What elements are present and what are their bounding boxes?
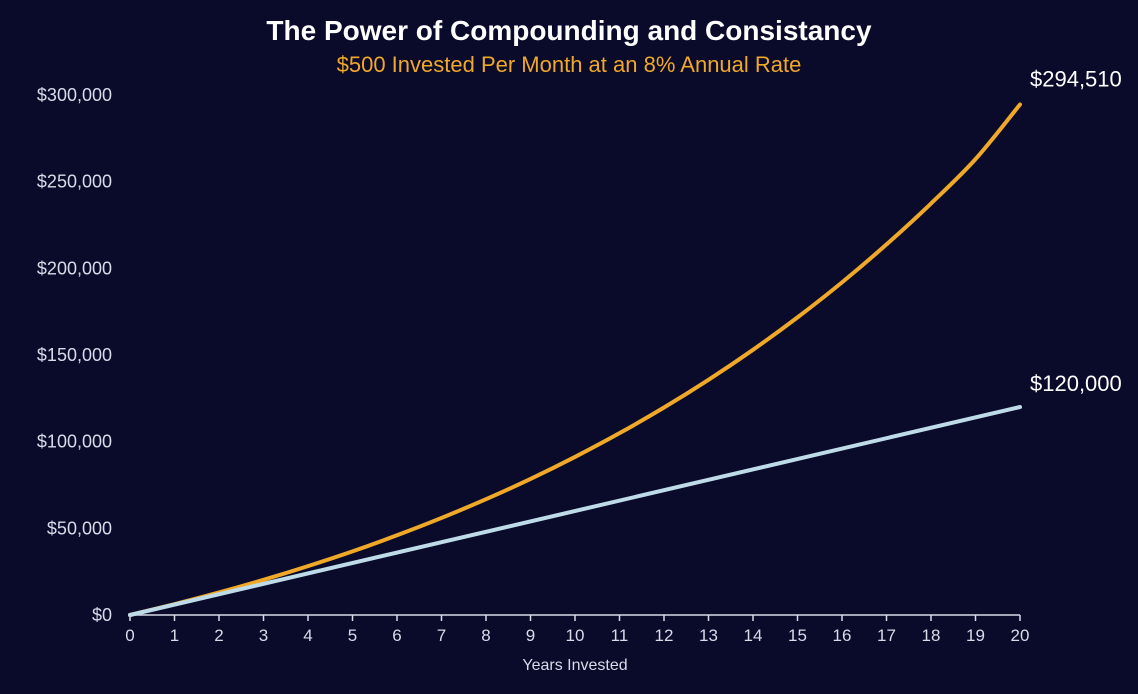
- y-tick-label: $0: [92, 605, 112, 625]
- x-tick-label: 12: [655, 626, 674, 645]
- x-tick-label: 14: [744, 626, 763, 645]
- x-tick-label: 7: [437, 626, 446, 645]
- series-compounded-end-label: $294,510: [1030, 67, 1122, 92]
- chart-title: The Power of Compounding and Consistancy: [266, 15, 872, 46]
- y-tick-label: $100,000: [37, 432, 112, 452]
- chart-subtitle: $500 Invested Per Month at an 8% Annual …: [337, 52, 802, 77]
- compounding-chart: The Power of Compounding and Consistancy…: [0, 0, 1138, 694]
- x-tick-label: 10: [566, 626, 585, 645]
- y-tick-label: $150,000: [37, 345, 112, 365]
- x-tick-label: 8: [481, 626, 490, 645]
- x-tick-label: 0: [125, 626, 134, 645]
- x-axis-label: Years Invested: [522, 657, 627, 674]
- x-tick-label: 17: [877, 626, 896, 645]
- x-tick-label: 6: [392, 626, 401, 645]
- y-tick-label: $200,000: [37, 258, 112, 278]
- x-tick-label: 3: [259, 626, 268, 645]
- x-tick-label: 1: [170, 626, 179, 645]
- x-tick-label: 15: [788, 626, 807, 645]
- x-tick-label: 9: [526, 626, 535, 645]
- x-tick-label: 18: [922, 626, 941, 645]
- x-tick-label: 11: [611, 626, 629, 645]
- x-tick-label: 20: [1011, 626, 1030, 645]
- x-tick-label: 19: [966, 626, 985, 645]
- x-tick-label: 2: [214, 626, 223, 645]
- y-tick-label: $250,000: [37, 172, 112, 192]
- x-tick-label: 13: [699, 626, 718, 645]
- x-tick-label: 4: [303, 626, 312, 645]
- x-tick-label: 16: [833, 626, 852, 645]
- x-tick-label: 5: [348, 626, 357, 645]
- y-tick-label: $300,000: [37, 85, 112, 105]
- y-tick-label: $50,000: [47, 518, 112, 538]
- series-linear-end-label: $120,000: [1030, 371, 1122, 396]
